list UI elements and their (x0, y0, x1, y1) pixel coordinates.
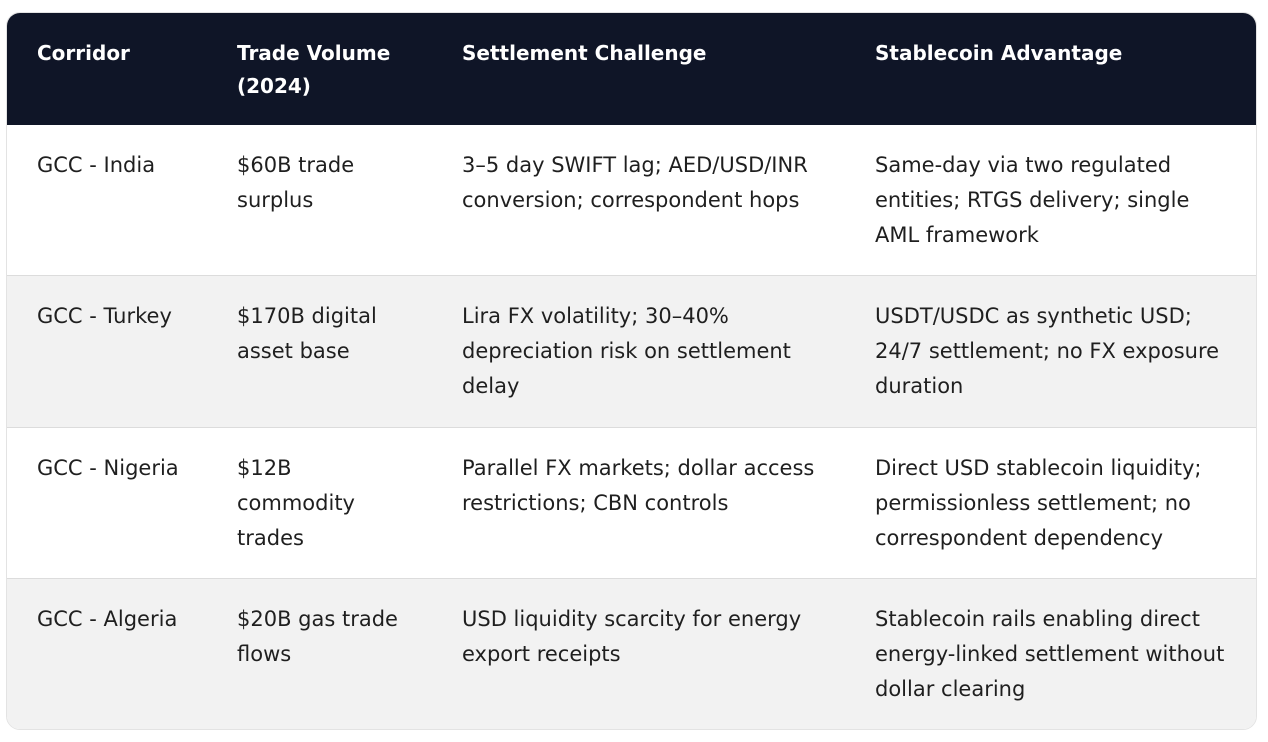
cell-stablecoin-advantage: Same-day via two regulated entities; RTG… (875, 153, 1190, 247)
table-row: GCC - Algeria $20B gas trade flows USD l… (7, 577, 1256, 729)
cell-stablecoin-advantage: Stablecoin rails enabling direct energy-… (845, 577, 1256, 729)
cell-settlement-challenge: USD liquidity scarcity for energy export… (432, 577, 845, 729)
table-header: Corridor Trade Volume (2024) Settlement … (7, 13, 1256, 125)
cell-stablecoin-advantage: USDT/USDC as synthetic USD; 24/7 settlem… (845, 274, 1256, 427)
header-row: Corridor Trade Volume (2024) Settlement … (7, 13, 1256, 125)
cell-corridor: GCC - Turkey (7, 274, 207, 427)
cell-corridor: GCC - Algeria (7, 577, 207, 729)
header-settlement-challenge: Settlement Challenge (462, 41, 707, 65)
corridor-table: Corridor Trade Volume (2024) Settlement … (7, 13, 1256, 729)
cell-settlement-challenge: 3–5 day SWIFT lag; AED/USD/INR conversio… (462, 153, 808, 212)
header-corridor: Corridor (37, 41, 130, 65)
cell-trade-volume: $12B commodity trades (207, 426, 432, 578)
cell-trade-volume: $20B gas trade flows (207, 577, 432, 729)
cell-trade-volume: $60B trade surplus (237, 153, 355, 212)
cell-corridor: GCC - Nigeria (7, 426, 207, 578)
cell-corridor: GCC - India (37, 153, 156, 177)
cell-settlement-challenge: Parallel FX markets; dollar access restr… (432, 426, 845, 578)
header-stablecoin-advantage: Stablecoin Advantage (875, 41, 1123, 65)
cell-stablecoin-advantage: Direct USD stablecoin liquidity; permiss… (845, 426, 1256, 578)
table-row: GCC - India $60B trade surplus 3–5 day S… (7, 125, 1256, 275)
header-trade-volume: Trade Volume (2024) (237, 41, 391, 98)
table-row: GCC - Nigeria $12B commodity trades Para… (7, 426, 1256, 578)
table-body: GCC - India $60B trade surplus 3–5 day S… (7, 125, 1256, 729)
comparison-table: Corridor Trade Volume (2024) Settlement … (6, 12, 1257, 730)
cell-settlement-challenge: Lira FX volatility; 30–40% depreciation … (432, 274, 845, 427)
table-row: GCC - Turkey $170B digital asset base Li… (7, 274, 1256, 427)
cell-trade-volume: $170B digital asset base (207, 274, 432, 427)
